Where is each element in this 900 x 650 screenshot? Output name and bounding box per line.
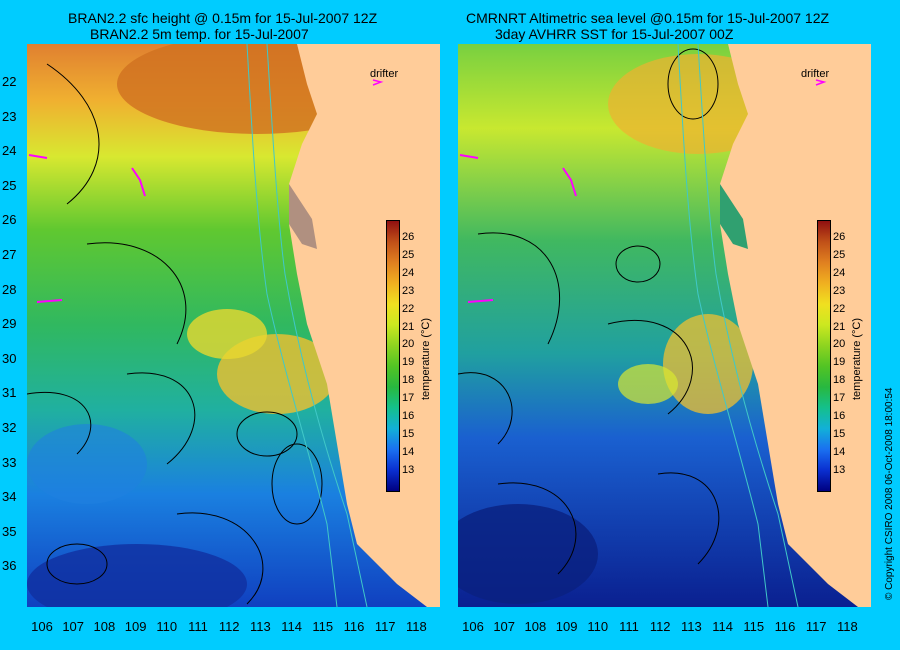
colorbar-tick-label: 25 (402, 248, 415, 261)
longitude-label: 108 (524, 619, 547, 634)
longitude-label: 107 (62, 619, 85, 634)
colorbar-tick-label: 24 (833, 266, 846, 279)
right-drifter-label: drifter (801, 68, 830, 80)
left-map-panel (27, 44, 440, 607)
longitude-label: 113 (250, 619, 271, 634)
longitude-label: 106 (462, 619, 484, 634)
colorbar-tick-label: 17 (833, 392, 846, 405)
colorbar-tick-label: 17 (402, 392, 415, 405)
longitude-label: 106 (31, 619, 53, 634)
colorbar-tick-label: 15 (833, 427, 846, 440)
colorbar-tick-label: 22 (833, 302, 846, 315)
longitude-label: 117 (805, 619, 827, 634)
latitude-label: 27 (2, 247, 17, 262)
left-drifter-label: drifter (370, 68, 399, 80)
longitude-label: 109 (555, 619, 578, 634)
latitude-label: 23 (2, 108, 17, 124)
longitude-label: 116 (774, 619, 796, 634)
colorbar-tick-label: 14 (402, 445, 415, 458)
latitude-label: 29 (2, 316, 17, 332)
longitude-label: 108 (93, 619, 116, 634)
longitude-label: 114 (712, 619, 733, 634)
right-map-panel (458, 44, 871, 607)
latitude-label: 31 (2, 385, 17, 401)
colorbar-tick-label: 18 (402, 374, 415, 387)
colorbar-tick-label: 14 (833, 445, 846, 458)
longitude-label: 112 (218, 619, 240, 634)
left-title-line1: BRAN2.2 sfc height @ 0.15m for 15-Jul-20… (68, 10, 378, 26)
longitude-label: 112 (649, 619, 671, 634)
colorbar-tick-label: 24 (402, 266, 415, 279)
longitude-label: 110 (587, 619, 609, 634)
left-colorbar (386, 220, 400, 492)
latitude-label: 30 (2, 350, 17, 366)
longitude-label: 110 (156, 619, 178, 634)
colorbar-tick-label: 25 (833, 248, 846, 261)
latitude-label: 33 (2, 454, 17, 470)
colorbar-tick-label: 16 (402, 410, 415, 422)
colorbar-tick-label: 23 (833, 284, 846, 297)
colorbar-tick-label: 26 (833, 231, 846, 243)
longitude-label: 117 (374, 619, 396, 634)
latitude-label: 36 (2, 558, 17, 574)
colorbar-tick-label: 15 (402, 427, 415, 440)
colorbar-tick-label: 19 (402, 356, 415, 369)
longitude-label: 118 (406, 619, 427, 634)
latitude-label: 22 (2, 74, 17, 89)
longitude-label: 115 (743, 619, 765, 634)
copyright-notice: © Copyright CSIRO 2008 06-Oct-2008 18:00… (884, 387, 895, 601)
latitude-label: 28 (2, 281, 17, 297)
colorbar-tick-label: 20 (402, 338, 415, 351)
longitude-label: 113 (681, 619, 702, 634)
longitude-label: 118 (837, 619, 858, 634)
longitude-label: 111 (619, 619, 639, 634)
latitude-label: 26 (2, 212, 17, 228)
colorbar-tick-label: 21 (402, 320, 415, 333)
longitude-label: 107 (493, 619, 516, 634)
longitude-label: 111 (188, 619, 208, 634)
latitude-label: 24 (2, 143, 17, 159)
right-title-line2: 3day AVHRR SST for 15-Jul-2007 00Z (495, 26, 734, 42)
right-colorbar (817, 220, 831, 492)
latitude-label: 25 (2, 177, 17, 193)
longitude-label: 116 (343, 619, 365, 634)
left-colorbar-title: temperature (°C) (420, 317, 432, 400)
colorbar-tick-label: 16 (833, 410, 846, 422)
latitude-label: 32 (2, 420, 17, 435)
colorbar-tick-label: 13 (833, 463, 846, 476)
colorbar-tick-label: 18 (833, 374, 846, 387)
longitude-label: 109 (124, 619, 147, 634)
latitude-label: 34 (2, 489, 17, 505)
longitude-label: 115 (312, 619, 334, 634)
colorbar-tick-label: 22 (402, 302, 415, 315)
colorbar-tick-label: 26 (402, 231, 415, 243)
longitude-label: 114 (281, 619, 302, 634)
right-map-image (458, 44, 871, 607)
colorbar-tick-label: 13 (402, 463, 415, 476)
colorbar-tick-label: 21 (833, 320, 846, 333)
left-title-line2: BRAN2.2 5m temp. for 15-Jul-2007 (90, 26, 309, 42)
left-map-image (27, 44, 440, 607)
right-title-line1: CMRNRT Altimetric sea level @0.15m for 1… (466, 10, 830, 26)
right-colorbar-title: temperature (°C) (851, 317, 863, 400)
latitude-label: 35 (2, 523, 17, 539)
colorbar-tick-label: 20 (833, 338, 846, 351)
colorbar-tick-label: 19 (833, 356, 846, 369)
colorbar-tick-label: 23 (402, 284, 415, 297)
